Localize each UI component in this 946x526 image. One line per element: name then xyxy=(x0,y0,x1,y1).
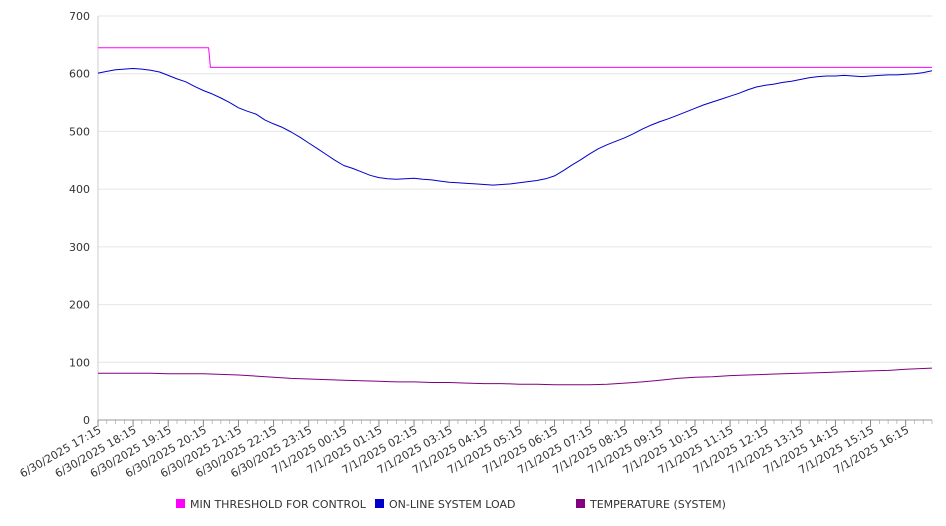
y-axis: 0 100 200 300 400 500 600 700 xyxy=(69,10,99,427)
series-line-3 xyxy=(98,367,933,386)
series-line-1 xyxy=(98,47,932,68)
legend-swatch xyxy=(375,499,384,508)
legend-swatch xyxy=(576,499,585,508)
x-axis: 6/30/2025 17:156/30/2025 18:156/30/2025 … xyxy=(18,419,933,480)
series-lines xyxy=(97,47,933,386)
y-tick-label: 600 xyxy=(69,68,90,81)
y-tick-label: 200 xyxy=(69,299,90,312)
y-tick-label: 300 xyxy=(69,241,90,254)
y-tick-label: 0 xyxy=(83,414,90,427)
y-tick-label: 700 xyxy=(69,10,90,23)
series-line-2 xyxy=(97,68,933,186)
legend-label: TEMPERATURE (SYSTEM) xyxy=(589,498,726,511)
legend-swatch xyxy=(176,499,185,508)
legend-label: MIN THRESHOLD FOR CONTROL xyxy=(190,498,367,511)
y-tick-label: 400 xyxy=(69,183,90,196)
legend-label: ON-LINE SYSTEM LOAD xyxy=(389,498,515,511)
legend: MIN THRESHOLD FOR CONTROL ON-LINE SYSTEM … xyxy=(176,498,726,511)
grid-lines xyxy=(98,15,932,363)
y-tick-label: 100 xyxy=(69,356,90,369)
y-tick-label: 500 xyxy=(69,125,90,138)
